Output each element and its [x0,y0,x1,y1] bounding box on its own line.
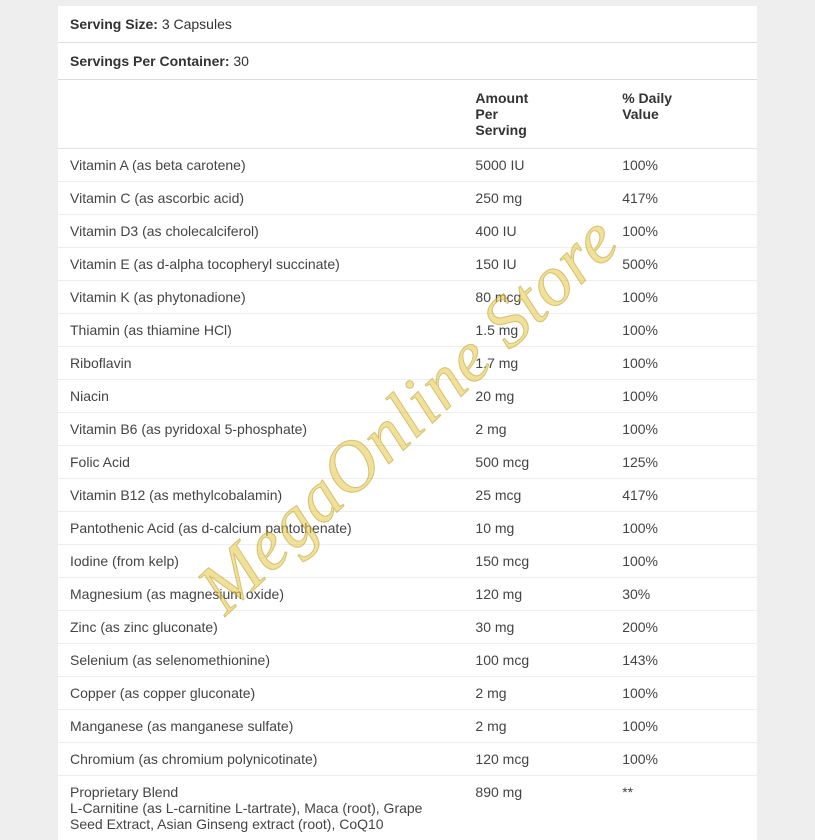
nutrient-name: Chromium (as chromium polynicotinate) [58,743,463,776]
nutrient-name: Vitamin K (as phytonadione) [58,281,463,314]
nutrient-amount: 25 mcg [463,479,610,512]
nutrient-amount: 2 mg [463,413,610,446]
table-row: Folic Acid500 mcg125% [58,446,757,479]
table-row: Niacin20 mg100% [58,380,757,413]
nutrient-dv: 100% [610,677,757,710]
nutrition-table: AmountPerServing % DailyValue Vitamin A … [58,80,757,840]
table-row: Chromium (as chromium polynicotinate)120… [58,743,757,776]
nutrient-dv: 100% [610,743,757,776]
nutrient-dv: 100% [610,512,757,545]
nutrient-name: Vitamin C (as ascorbic acid) [58,182,463,215]
nutrient-name: Riboflavin [58,347,463,380]
nutrient-dv: 417% [610,479,757,512]
nutrient-amount: 150 IU [463,248,610,281]
nutrient-amount: 890 mg [463,776,610,840]
nutrient-name: Thiamin (as thiamine HCl) [58,314,463,347]
nutrient-dv: 100% [610,281,757,314]
nutrient-amount: 100 mcg [463,644,610,677]
nutrient-name: Vitamin B6 (as pyridoxal 5-phosphate) [58,413,463,446]
table-row: Copper (as copper gluconate)2 mg100% [58,677,757,710]
nutrient-dv: 125% [610,446,757,479]
table-row: Riboflavin1.7 mg100% [58,347,757,380]
nutrient-amount: 120 mg [463,578,610,611]
col-header-amount: AmountPerServing [463,80,610,149]
nutrient-dv: 100% [610,545,757,578]
table-row: Vitamin A (as beta carotene)5000 IU100% [58,149,757,182]
nutrient-name: Copper (as copper gluconate) [58,677,463,710]
nutrient-dv: 100% [610,380,757,413]
nutrient-amount: 120 mcg [463,743,610,776]
nutrient-dv: ** [610,776,757,840]
nutrient-amount: 2 mg [463,710,610,743]
table-row: Zinc (as zinc gluconate)30 mg200% [58,611,757,644]
nutrient-amount: 80 mcg [463,281,610,314]
table-row: Selenium (as selenomethionine)100 mcg143… [58,644,757,677]
nutrient-dv: 143% [610,644,757,677]
table-row: Magnesium (as magnesium oxide)120 mg30% [58,578,757,611]
servings-per-container-label: Servings Per Container: [70,53,230,69]
nutrition-panel: Serving Size: 3 Capsules Servings Per Co… [58,6,757,840]
nutrient-name: Vitamin A (as beta carotene) [58,149,463,182]
nutrient-name: Iodine (from kelp) [58,545,463,578]
nutrient-amount: 30 mg [463,611,610,644]
nutrient-amount: 400 IU [463,215,610,248]
nutrient-dv: 417% [610,182,757,215]
table-row: Vitamin K (as phytonadione)80 mcg100% [58,281,757,314]
nutrient-name: Selenium (as selenomethionine) [58,644,463,677]
table-row: Thiamin (as thiamine HCl)1.5 mg100% [58,314,757,347]
nutrient-name: Vitamin B12 (as methylcobalamin) [58,479,463,512]
nutrient-dv: 100% [610,347,757,380]
nutrient-amount: 250 mg [463,182,610,215]
nutrient-name: Vitamin D3 (as cholecalciferol) [58,215,463,248]
table-row: Vitamin C (as ascorbic acid)250 mg417% [58,182,757,215]
table-row: Vitamin E (as d-alpha tocopheryl succina… [58,248,757,281]
servings-per-container-value: 30 [233,53,249,69]
nutrient-amount: 150 mcg [463,545,610,578]
nutrient-name: Magnesium (as magnesium oxide) [58,578,463,611]
nutrient-dv: 100% [610,314,757,347]
nutrient-name: Proprietary BlendL-Carnitine (as L-carni… [58,776,463,840]
nutrient-dv: 200% [610,611,757,644]
serving-size-row: Serving Size: 3 Capsules [58,6,757,43]
nutrient-dv: 500% [610,248,757,281]
table-row: Vitamin B6 (as pyridoxal 5-phosphate)2 m… [58,413,757,446]
nutrient-dv: 100% [610,215,757,248]
nutrient-name: Manganese (as manganese sulfate) [58,710,463,743]
nutrient-amount: 1.7 mg [463,347,610,380]
nutrient-amount: 5000 IU [463,149,610,182]
col-header-dv: % DailyValue [610,80,757,149]
nutrient-dv: 30% [610,578,757,611]
nutrient-dv: 100% [610,413,757,446]
table-row: Vitamin D3 (as cholecalciferol)400 IU100… [58,215,757,248]
table-row: Iodine (from kelp)150 mcg100% [58,545,757,578]
serving-size-label: Serving Size: [70,16,158,32]
table-row: Pantothenic Acid (as d-calcium pantothen… [58,512,757,545]
serving-size-value: 3 Capsules [162,16,232,32]
nutrient-name: Zinc (as zinc gluconate) [58,611,463,644]
table-row: Manganese (as manganese sulfate)2 mg100% [58,710,757,743]
table-row: Proprietary BlendL-Carnitine (as L-carni… [58,776,757,840]
col-header-name [58,80,463,149]
servings-per-container-row: Servings Per Container: 30 [58,43,757,80]
nutrient-name: Vitamin E (as d-alpha tocopheryl succina… [58,248,463,281]
nutrient-amount: 10 mg [463,512,610,545]
table-header-row: AmountPerServing % DailyValue [58,80,757,149]
nutrient-name: Folic Acid [58,446,463,479]
nutrient-amount: 1.5 mg [463,314,610,347]
nutrient-amount: 500 mcg [463,446,610,479]
table-row: Vitamin B12 (as methylcobalamin)25 mcg41… [58,479,757,512]
nutrient-name: Pantothenic Acid (as d-calcium pantothen… [58,512,463,545]
nutrient-dv: 100% [610,149,757,182]
nutrient-amount: 20 mg [463,380,610,413]
nutrient-name: Niacin [58,380,463,413]
nutrient-amount: 2 mg [463,677,610,710]
nutrient-dv: 100% [610,710,757,743]
